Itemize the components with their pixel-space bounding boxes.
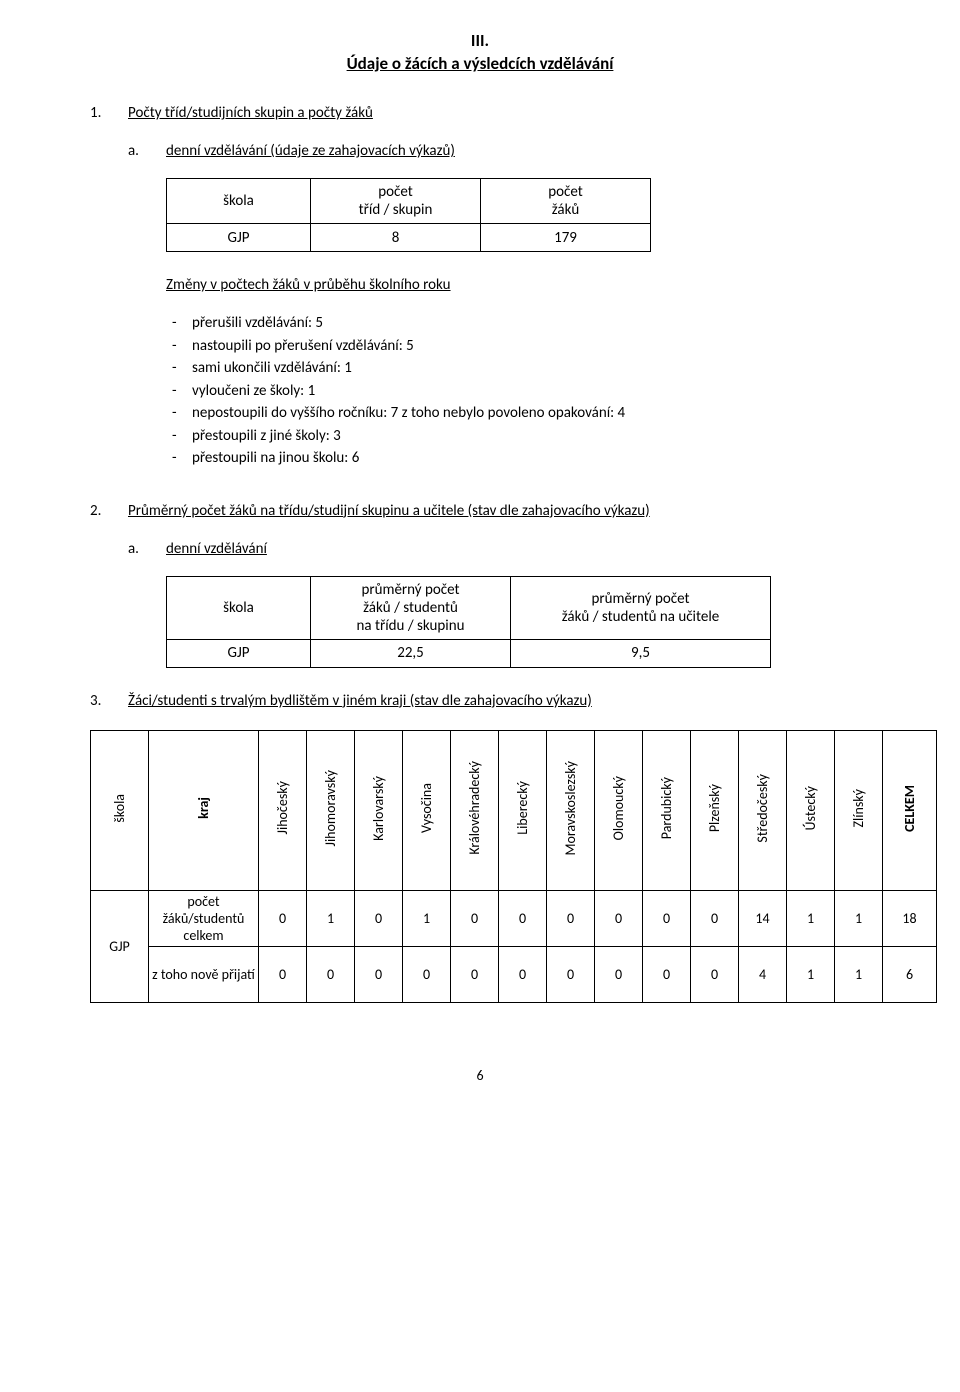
- th3-reg: Olomoucký: [595, 730, 643, 890]
- item-3-title: Žáci/studenti s trvalým bydlištěm v jiné…: [128, 692, 592, 710]
- th-trid: počet tříd / skupin: [311, 179, 481, 224]
- td-trid: 8: [311, 224, 481, 252]
- td3-v: 0: [259, 946, 307, 1002]
- th-zaku: počet žáků: [481, 179, 651, 224]
- td2-avg2: 9,5: [511, 639, 771, 667]
- th3-reg: Jihomoravský: [307, 730, 355, 890]
- th3-reg: Plzeňský: [691, 730, 739, 890]
- table-averages: škola průměrný počet žáků / studentů na …: [166, 576, 771, 668]
- td-skola: GJP: [167, 224, 311, 252]
- th3-reg: Karlovarský: [355, 730, 403, 890]
- td3-v: 1: [787, 946, 835, 1002]
- td3-v: 0: [451, 890, 499, 946]
- td3-v: 0: [547, 890, 595, 946]
- item-1a-num: a.: [128, 142, 166, 160]
- item-1-num: 1.: [90, 104, 128, 122]
- td3-v: 0: [595, 890, 643, 946]
- th2-avg2: průměrný počet žáků / studentů na učitel…: [511, 576, 771, 639]
- item-2a-title: denní vzdělávání: [166, 540, 267, 558]
- th2-skola: škola: [167, 576, 311, 639]
- td3-v: 1: [403, 890, 451, 946]
- th-skola: škola: [167, 179, 311, 224]
- td3-v: 0: [259, 890, 307, 946]
- th3-reg: Pardubický: [643, 730, 691, 890]
- td3-v: 1: [787, 890, 835, 946]
- page-number: 6: [90, 1067, 870, 1084]
- td3-v: 4: [739, 946, 787, 1002]
- th3-total: CELKEM: [883, 730, 937, 890]
- item-3: 3. Žáci/studenti s trvalým bydlištěm v j…: [90, 692, 870, 710]
- item-2: 2. Průměrný počet žáků na třídu/studijní…: [90, 502, 870, 520]
- th3-reg: Ústecký: [787, 730, 835, 890]
- td3-v: 0: [595, 946, 643, 1002]
- td3-v: 0: [643, 890, 691, 946]
- change-item: sami ukončili vzdělávání: 1: [166, 357, 870, 380]
- td2-skola: GJP: [167, 639, 311, 667]
- item-1-title: Počty tříd/studijních skupin a počty žák…: [128, 104, 373, 122]
- td3-v: 0: [691, 946, 739, 1002]
- item-2-title: Průměrný počet žáků na třídu/studijní sk…: [128, 502, 650, 520]
- th2-avg1: průměrný počet žáků / studentů na třídu …: [311, 576, 511, 639]
- td-zaku: 179: [481, 224, 651, 252]
- change-item: přestoupili na jinou školu: 6: [166, 447, 870, 470]
- item-2a: a. denní vzdělávání: [90, 540, 870, 558]
- th3-reg: Středočeský: [739, 730, 787, 890]
- td3-v: 0: [355, 890, 403, 946]
- td3-v: 0: [691, 890, 739, 946]
- item-1a: a. denní vzdělávání (údaje ze zahajovací…: [90, 142, 870, 160]
- change-item: přerušili vzdělávání: 5: [166, 312, 870, 335]
- td3-v: 0: [499, 946, 547, 1002]
- td3-v: 0: [307, 946, 355, 1002]
- td3-rowh-1: z toho nově přijatí: [149, 946, 259, 1002]
- td3-v: 1: [307, 890, 355, 946]
- item-1: 1. Počty tříd/studijních skupin a počty …: [90, 104, 870, 122]
- td3-v: 0: [403, 946, 451, 1002]
- th3-kraj: kraj: [149, 730, 259, 890]
- td3-v: 6: [883, 946, 937, 1002]
- td3-v: 18: [883, 890, 937, 946]
- td2-avg1: 22,5: [311, 639, 511, 667]
- td3-v: 14: [739, 890, 787, 946]
- td3-v: 1: [835, 890, 883, 946]
- item-2a-num: a.: [128, 540, 166, 558]
- th3-skola: škola: [91, 730, 149, 890]
- section-title: Údaje o žácích a výsledcích vzdělávání: [90, 53, 870, 74]
- td3-rowh-0: počet žáků/studentů celkem: [149, 890, 259, 946]
- section-roman: III.: [90, 30, 870, 51]
- changes-list: přerušili vzdělávání: 5 nastoupili po př…: [166, 312, 870, 470]
- item-2-num: 2.: [90, 502, 128, 520]
- td3-v: 0: [547, 946, 595, 1002]
- change-item: nastoupili po přerušení vzdělávání: 5: [166, 335, 870, 358]
- td3-v: 0: [451, 946, 499, 1002]
- change-item: vyloučeni ze školy: 1: [166, 380, 870, 403]
- td3-v: 0: [643, 946, 691, 1002]
- th3-reg: Liberecký: [499, 730, 547, 890]
- table-counts: škola počet tříd / skupin počet žáků GJP…: [166, 178, 651, 252]
- table-regions: škola kraj Jihočeský Jihomoravský Karlov…: [90, 730, 937, 1003]
- change-item: přestoupili z jiné školy: 3: [166, 425, 870, 448]
- th3-reg: Jihočeský: [259, 730, 307, 890]
- td3-v: 1: [835, 946, 883, 1002]
- th3-reg: Královéhradecký: [451, 730, 499, 890]
- td3-v: 0: [499, 890, 547, 946]
- td3-school: GJP: [91, 890, 149, 1002]
- item-3-num: 3.: [90, 692, 128, 710]
- th3-reg: Moravskoslezský: [547, 730, 595, 890]
- th3-reg: Zlínský: [835, 730, 883, 890]
- th3-reg: Vysočina: [403, 730, 451, 890]
- change-item: nepostoupili do vyššího ročníku: 7 z toh…: [166, 402, 870, 425]
- td3-v: 0: [355, 946, 403, 1002]
- item-1a-title: denní vzdělávání (údaje ze zahajovacích …: [166, 142, 455, 160]
- changes-title: Změny v počtech žáků v průběhu školního …: [166, 276, 870, 294]
